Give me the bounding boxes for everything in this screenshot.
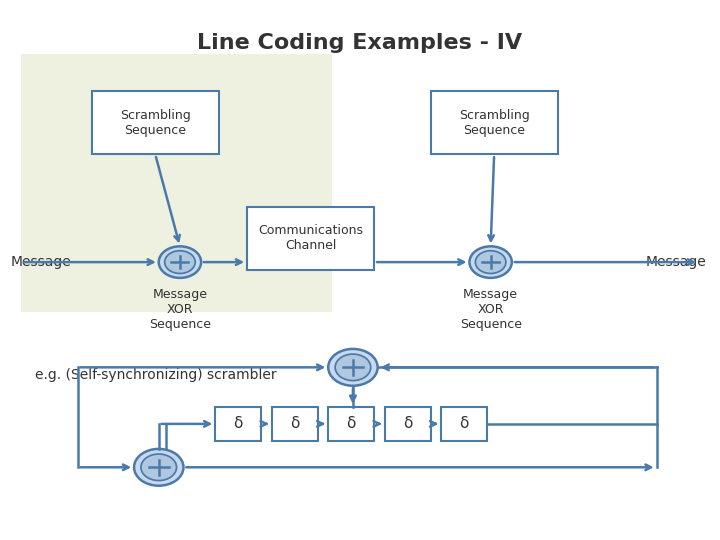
Text: Scrambling
Sequence: Scrambling Sequence	[459, 109, 529, 137]
Text: δ: δ	[346, 416, 356, 431]
Text: δ: δ	[233, 416, 243, 431]
FancyBboxPatch shape	[247, 207, 374, 270]
FancyBboxPatch shape	[271, 407, 318, 441]
Text: Message: Message	[11, 255, 71, 269]
Text: Scrambling
Sequence: Scrambling Sequence	[120, 109, 191, 137]
Text: Message
XOR
Sequence: Message XOR Sequence	[149, 288, 211, 332]
FancyBboxPatch shape	[328, 407, 374, 441]
Circle shape	[158, 246, 201, 278]
FancyBboxPatch shape	[215, 407, 261, 441]
Text: δ: δ	[459, 416, 469, 431]
FancyBboxPatch shape	[441, 407, 487, 441]
FancyBboxPatch shape	[21, 55, 332, 312]
Circle shape	[335, 354, 371, 381]
Text: e.g. (Self-synchronizing) scrambler: e.g. (Self-synchronizing) scrambler	[35, 368, 276, 382]
Text: Message
XOR
Sequence: Message XOR Sequence	[459, 288, 521, 332]
Text: Message: Message	[645, 255, 706, 269]
Text: Communications
Channel: Communications Channel	[258, 225, 363, 252]
Text: δ: δ	[290, 416, 300, 431]
FancyBboxPatch shape	[431, 91, 558, 154]
FancyBboxPatch shape	[91, 91, 219, 154]
Circle shape	[165, 251, 195, 273]
Circle shape	[469, 246, 512, 278]
Text: Line Coding Examples - IV: Line Coding Examples - IV	[197, 33, 523, 53]
Text: δ: δ	[403, 416, 413, 431]
Circle shape	[475, 251, 506, 273]
FancyBboxPatch shape	[384, 407, 431, 441]
Circle shape	[328, 349, 378, 386]
Circle shape	[141, 454, 176, 481]
Circle shape	[134, 449, 184, 485]
